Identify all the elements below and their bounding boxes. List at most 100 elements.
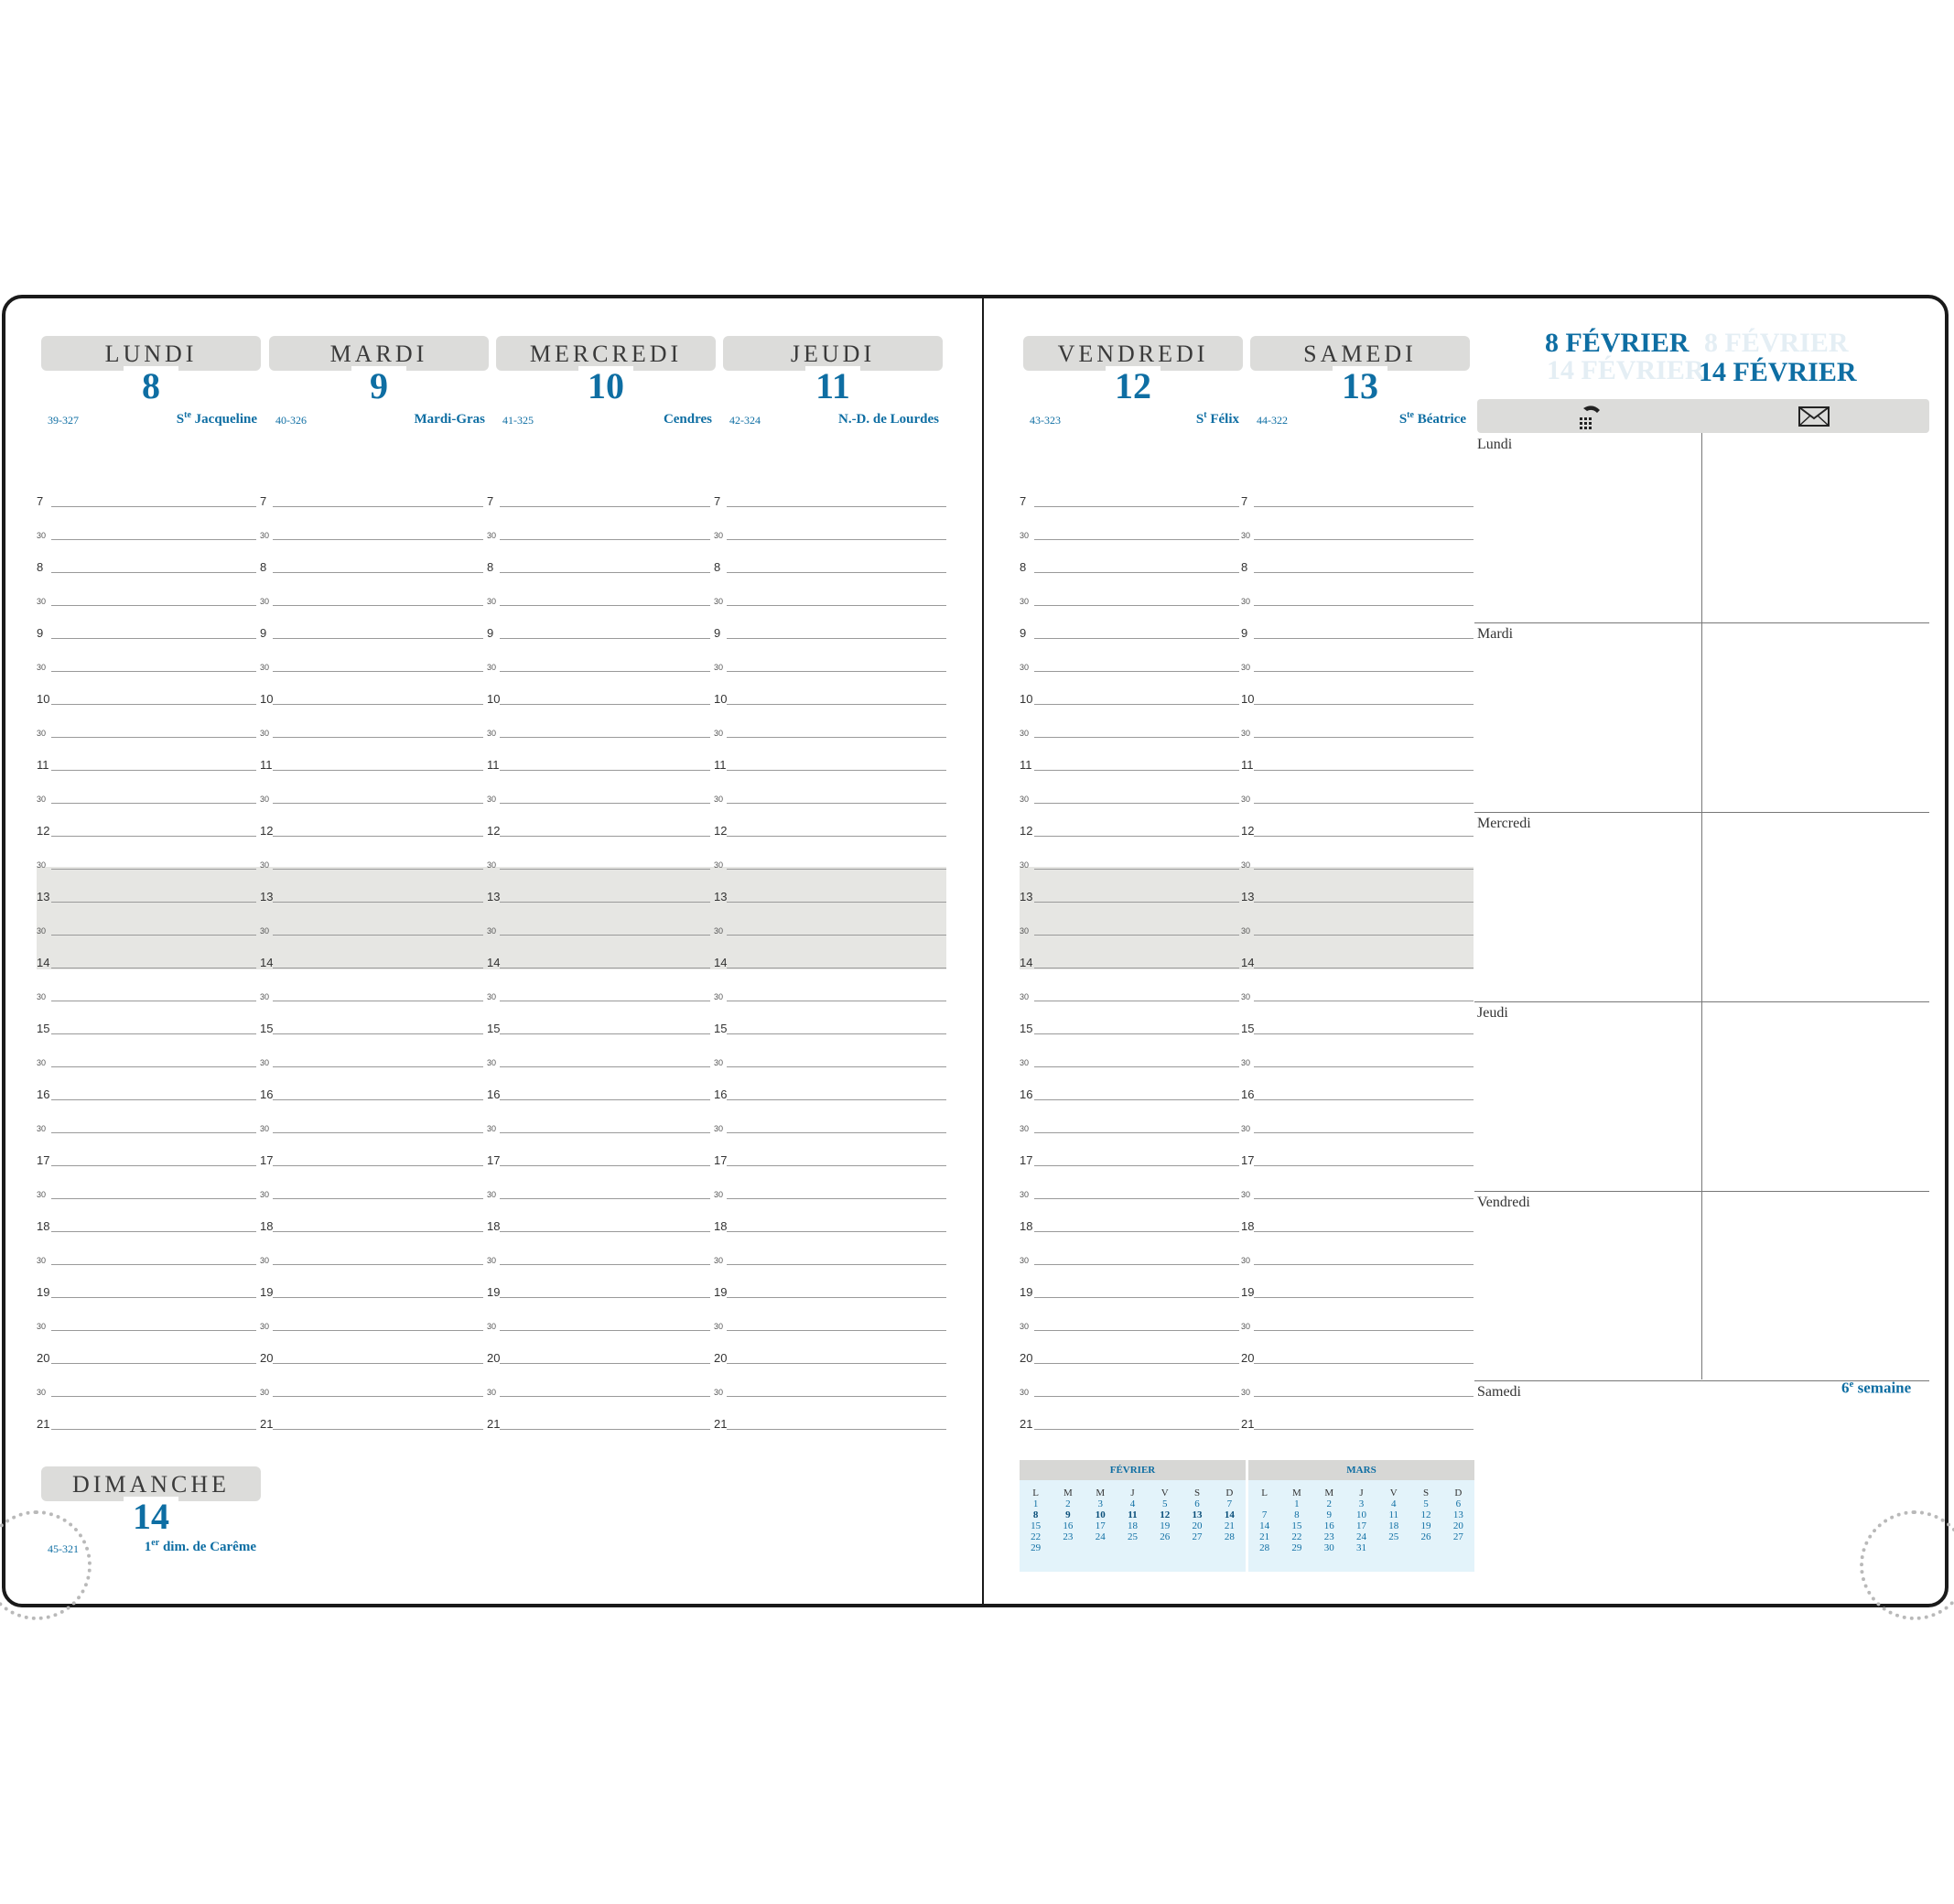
hour-line[interactable] xyxy=(51,1066,256,1067)
hour-line[interactable] xyxy=(1254,539,1474,540)
hour-line[interactable] xyxy=(500,1330,710,1331)
hour-line[interactable] xyxy=(500,1033,710,1034)
hour-line[interactable] xyxy=(51,770,256,771)
hour-line[interactable] xyxy=(1034,506,1239,507)
hour-line[interactable] xyxy=(1254,1099,1474,1100)
hour-line[interactable] xyxy=(273,1132,483,1133)
hour-line[interactable] xyxy=(273,803,483,804)
hour-line[interactable] xyxy=(1034,638,1239,639)
mini-calendar-day[interactable]: 18 xyxy=(1388,1520,1399,1531)
hour-line[interactable] xyxy=(500,1297,710,1298)
hour-line[interactable] xyxy=(727,1099,946,1100)
hour-line[interactable] xyxy=(1254,1264,1474,1265)
hour-line[interactable] xyxy=(273,605,483,606)
mini-calendar-day[interactable]: 8 xyxy=(1294,1509,1300,1520)
hour-line[interactable] xyxy=(500,1363,710,1364)
hour-line[interactable] xyxy=(1034,770,1239,771)
mini-calendar-day[interactable] xyxy=(1248,1498,1280,1509)
hour-line[interactable] xyxy=(51,1429,256,1430)
mini-calendar-day[interactable]: 2 xyxy=(1065,1498,1071,1509)
mini-calendar-day[interactable]: 25 xyxy=(1388,1531,1399,1542)
mini-calendar-day[interactable]: 5 xyxy=(1423,1498,1429,1509)
hour-line[interactable] xyxy=(727,1297,946,1298)
hour-line[interactable] xyxy=(51,1198,256,1199)
hour-line[interactable] xyxy=(1034,737,1239,738)
hour-line[interactable] xyxy=(500,605,710,606)
hour-line[interactable] xyxy=(1254,902,1474,903)
hour-line[interactable] xyxy=(1254,1198,1474,1199)
hour-line[interactable] xyxy=(273,935,483,936)
hour-line[interactable] xyxy=(273,506,483,507)
hour-line[interactable] xyxy=(1034,1165,1239,1166)
hour-line[interactable] xyxy=(1254,1330,1474,1331)
hour-line[interactable] xyxy=(727,803,946,804)
hour-line[interactable] xyxy=(1034,605,1239,606)
hour-line[interactable] xyxy=(1034,1099,1239,1100)
mini-calendar-day[interactable]: 21 xyxy=(1224,1520,1235,1531)
hour-line[interactable] xyxy=(51,671,256,672)
hour-line[interactable] xyxy=(500,1264,710,1265)
hour-line[interactable] xyxy=(500,1396,710,1397)
hour-line[interactable] xyxy=(727,935,946,936)
hour-line[interactable] xyxy=(1254,770,1474,771)
hour-line[interactable] xyxy=(51,539,256,540)
hour-line[interactable] xyxy=(727,506,946,507)
mini-calendar-day[interactable]: 14 xyxy=(1224,1509,1235,1520)
hour-line[interactable] xyxy=(500,902,710,903)
mini-calendar-day[interactable]: 12 xyxy=(1160,1509,1171,1520)
hour-line[interactable] xyxy=(727,1198,946,1199)
mini-calendar-day[interactable]: 26 xyxy=(1160,1531,1171,1542)
mini-calendar-day[interactable]: 15 xyxy=(1291,1520,1302,1531)
mini-calendar-day[interactable]: 17 xyxy=(1355,1520,1366,1531)
hour-line[interactable] xyxy=(1254,1429,1474,1430)
hour-line[interactable] xyxy=(51,737,256,738)
hour-line[interactable] xyxy=(500,671,710,672)
mini-calendar-day[interactable] xyxy=(1149,1542,1181,1553)
hour-line[interactable] xyxy=(727,902,946,903)
hour-line[interactable] xyxy=(51,506,256,507)
hour-line[interactable] xyxy=(1034,1066,1239,1067)
hour-line[interactable] xyxy=(500,869,710,870)
hour-line[interactable] xyxy=(51,1099,256,1100)
hour-line[interactable] xyxy=(1034,1198,1239,1199)
mini-calendar-day[interactable] xyxy=(1409,1542,1441,1553)
hour-line[interactable] xyxy=(1254,869,1474,870)
hour-line[interactable] xyxy=(51,1297,256,1298)
hour-line[interactable] xyxy=(500,638,710,639)
mini-calendar-day[interactable] xyxy=(1052,1542,1084,1553)
hour-line[interactable] xyxy=(1254,572,1474,573)
hour-line[interactable] xyxy=(273,1231,483,1232)
hour-line[interactable] xyxy=(1254,704,1474,705)
hour-line[interactable] xyxy=(273,572,483,573)
hour-line[interactable] xyxy=(1254,803,1474,804)
hour-line[interactable] xyxy=(273,1396,483,1397)
mini-calendar-day[interactable]: 29 xyxy=(1031,1542,1042,1553)
hour-line[interactable] xyxy=(500,737,710,738)
mini-calendar-day[interactable]: 23 xyxy=(1323,1531,1334,1542)
mini-calendar-day[interactable] xyxy=(1085,1542,1117,1553)
hour-line[interactable] xyxy=(51,704,256,705)
hour-line[interactable] xyxy=(727,605,946,606)
mini-calendar-day[interactable]: 8 xyxy=(1032,1509,1039,1520)
mini-calendar-day[interactable]: 17 xyxy=(1095,1520,1106,1531)
hour-line[interactable] xyxy=(1034,869,1239,870)
hour-line[interactable] xyxy=(500,935,710,936)
mini-calendar-day[interactable]: 19 xyxy=(1160,1520,1171,1531)
hour-line[interactable] xyxy=(727,1363,946,1364)
hour-line[interactable] xyxy=(500,1066,710,1067)
mini-calendar-day[interactable]: 15 xyxy=(1031,1520,1042,1531)
hour-line[interactable] xyxy=(727,1429,946,1430)
hour-line[interactable] xyxy=(727,539,946,540)
hour-line[interactable] xyxy=(1254,1066,1474,1067)
hour-line[interactable] xyxy=(727,737,946,738)
hour-line[interactable] xyxy=(51,1363,256,1364)
hour-line[interactable] xyxy=(1034,1231,1239,1232)
mini-calendar-day[interactable]: 11 xyxy=(1388,1509,1399,1520)
mini-calendar-day[interactable]: 12 xyxy=(1420,1509,1431,1520)
hour-line[interactable] xyxy=(727,869,946,870)
hour-line[interactable] xyxy=(1254,605,1474,606)
mini-calendar-day[interactable]: 4 xyxy=(1391,1498,1397,1509)
hour-line[interactable] xyxy=(1034,803,1239,804)
mini-calendar-day[interactable] xyxy=(1442,1542,1474,1553)
hour-line[interactable] xyxy=(1034,1132,1239,1133)
